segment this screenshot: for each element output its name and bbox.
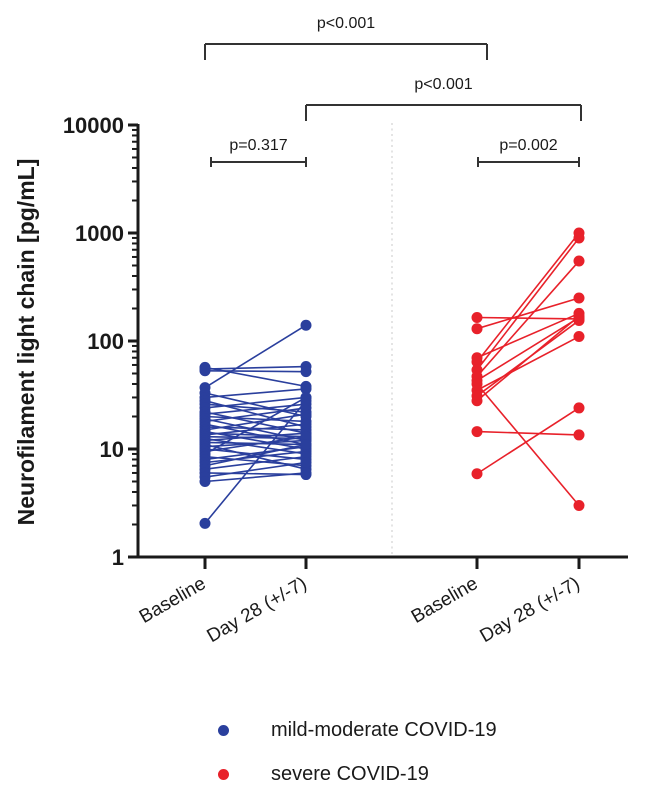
pair-line-mild-moderate bbox=[204, 403, 307, 415]
pair-line-severe bbox=[476, 430, 580, 436]
pair-line-mild-moderate bbox=[204, 324, 307, 389]
point-severe-day28 bbox=[573, 255, 585, 267]
pair-line-mild-moderate bbox=[204, 413, 307, 431]
pair-line-severe bbox=[476, 335, 580, 391]
x-tick-label: Day 28 (+/-7) bbox=[477, 573, 584, 647]
legend-marker-mild-moderate bbox=[218, 724, 229, 736]
pair-line-mild-moderate bbox=[204, 400, 307, 524]
pair-line-mild-moderate bbox=[204, 450, 307, 464]
point-mild-moderate-day28 bbox=[300, 467, 312, 479]
legend-label-mild-moderate: mild-moderate COVID-19 bbox=[271, 718, 497, 741]
data-points bbox=[199, 227, 585, 529]
pair-line-severe bbox=[476, 407, 580, 475]
legend-item-severe: severe COVID-19 bbox=[218, 752, 497, 796]
pair-line-mild-moderate bbox=[204, 435, 307, 453]
significance-brackets: p=0.317 p=0.002 p<0.001 p<0.001 bbox=[204, 15, 582, 167]
pair-lines bbox=[204, 232, 580, 524]
pair-line-mild-moderate bbox=[204, 392, 307, 418]
point-severe-baseline bbox=[471, 323, 483, 335]
point-severe-baseline bbox=[471, 426, 483, 438]
pair-line-severe bbox=[476, 297, 580, 330]
p-value-label: p<0.001 bbox=[317, 15, 375, 32]
legend-label-severe: severe COVID-19 bbox=[271, 762, 429, 785]
x-tick-label: Baseline bbox=[408, 573, 482, 628]
point-severe-baseline bbox=[471, 468, 483, 480]
point-severe-baseline bbox=[471, 356, 483, 368]
point-mild-moderate-day28 bbox=[300, 439, 312, 451]
pair-line-severe bbox=[476, 315, 580, 402]
pair-line-mild-moderate bbox=[204, 432, 307, 442]
p-value-label: p=0.002 bbox=[499, 137, 557, 154]
point-mild-moderate-day28 bbox=[300, 395, 312, 407]
point-severe-day28 bbox=[573, 292, 585, 304]
y-tick-label: 10000 bbox=[63, 113, 124, 138]
pair-line-severe bbox=[476, 260, 580, 377]
point-severe-day28 bbox=[573, 232, 585, 244]
point-mild-moderate-baseline bbox=[199, 517, 211, 529]
pair-line-severe bbox=[476, 383, 580, 506]
pair-line-mild-moderate bbox=[204, 396, 307, 455]
pair-line-severe bbox=[476, 237, 580, 371]
pair-line-mild-moderate bbox=[204, 472, 307, 483]
y-tick-label: 100 bbox=[87, 329, 124, 354]
pair-line-mild-moderate bbox=[204, 407, 307, 423]
pair-line-severe bbox=[476, 312, 580, 359]
point-mild-moderate-day28 bbox=[300, 319, 312, 331]
point-mild-moderate-day28 bbox=[300, 383, 312, 395]
pair-line-mild-moderate bbox=[204, 448, 307, 461]
point-mild-moderate-day28 bbox=[300, 408, 312, 420]
pair-line-mild-moderate bbox=[204, 396, 307, 409]
pair-line-mild-moderate bbox=[204, 369, 307, 373]
pair-line-severe bbox=[476, 232, 580, 363]
pair-line-severe bbox=[476, 316, 580, 382]
y-tick-label: 1 bbox=[112, 545, 124, 570]
point-severe-day28 bbox=[573, 402, 585, 414]
point-severe-day28 bbox=[573, 499, 585, 511]
point-mild-moderate-day28 bbox=[300, 418, 312, 430]
point-mild-moderate-baseline bbox=[199, 365, 211, 377]
pair-line-mild-moderate bbox=[204, 461, 307, 478]
y-axis-label: Neurofilament light chain [pg/mL] bbox=[13, 159, 39, 526]
point-severe-day28 bbox=[573, 331, 585, 343]
x-tick-label: Baseline bbox=[136, 573, 210, 628]
pair-line-mild-moderate bbox=[204, 423, 307, 436]
point-severe-day28 bbox=[573, 310, 585, 322]
pair-line-mild-moderate bbox=[204, 388, 307, 399]
pair-line-mild-moderate bbox=[204, 443, 307, 467]
legend: mild-moderate COVID-19 severe COVID-19 bbox=[218, 708, 497, 796]
point-mild-moderate-day28 bbox=[300, 456, 312, 468]
point-severe-baseline bbox=[471, 395, 483, 407]
legend-item-mild-moderate: mild-moderate COVID-19 bbox=[218, 708, 497, 752]
point-mild-moderate-day28 bbox=[300, 431, 312, 443]
point-severe-day28 bbox=[573, 429, 585, 441]
legend-marker-severe bbox=[218, 768, 229, 780]
y-tick-label: 1000 bbox=[75, 221, 124, 246]
p-value-label: p<0.001 bbox=[414, 76, 472, 93]
y-tick-label: 10 bbox=[100, 437, 124, 462]
p-value-label: p=0.317 bbox=[229, 137, 287, 154]
point-severe-baseline bbox=[471, 312, 483, 324]
x-tick-label: Day 28 (+/-7) bbox=[204, 573, 311, 647]
point-mild-moderate-day28 bbox=[300, 366, 312, 378]
pair-line-mild-moderate bbox=[204, 365, 307, 370]
pair-line-mild-moderate bbox=[204, 437, 307, 455]
point-mild-moderate-baseline bbox=[199, 476, 211, 488]
